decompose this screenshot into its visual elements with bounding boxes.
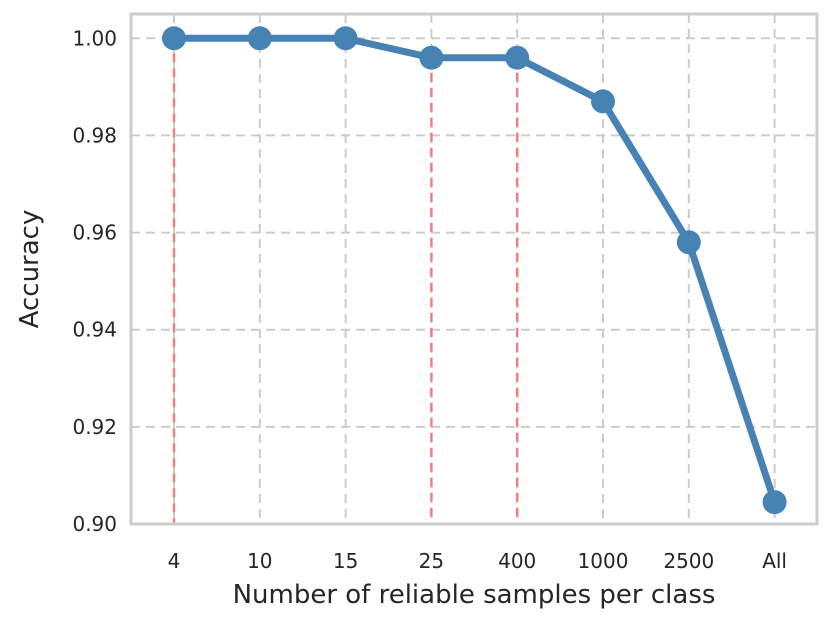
data-point — [676, 230, 701, 255]
y-tick-label: 0.94 — [72, 318, 117, 342]
y-tick-label: 0.90 — [72, 512, 117, 536]
data-point — [247, 26, 272, 51]
x-tick-label: 4 — [168, 549, 181, 573]
y-axis-label: Accuracy — [15, 210, 45, 329]
y-tick-labels: 0.90 0.92 0.94 0.96 0.98 1.00 — [72, 26, 117, 536]
data-point — [162, 26, 186, 51]
x-tick-label: 10 — [247, 549, 272, 573]
data-point — [505, 45, 530, 70]
series-layer — [162, 26, 787, 515]
data-point — [591, 89, 615, 114]
x-tick-labels: 4 10 15 25 400 1000 2500 All — [168, 549, 787, 573]
x-axis-label: Number of reliable samples per class — [233, 580, 716, 610]
highlight-lines — [172, 38, 519, 524]
y-tick-label: 0.92 — [72, 415, 117, 439]
data-point — [333, 26, 358, 51]
plot-frame — [129, 12, 819, 526]
x-tick-label: 2500 — [663, 549, 714, 573]
x-tick-label: 1000 — [578, 549, 629, 573]
data-point — [762, 490, 787, 515]
data-point — [419, 45, 444, 70]
x-tick-label: 25 — [419, 549, 444, 573]
x-tick-label: All — [762, 549, 787, 573]
grid-lines — [131, 14, 817, 525]
x-tick-label: 400 — [498, 549, 536, 573]
series-line — [170, 34, 779, 506]
y-tick-label: 0.96 — [72, 221, 117, 245]
y-tick-label: 0.98 — [72, 123, 117, 147]
x-tick-label: 15 — [333, 549, 358, 573]
y-tick-label: 1.00 — [72, 26, 117, 50]
